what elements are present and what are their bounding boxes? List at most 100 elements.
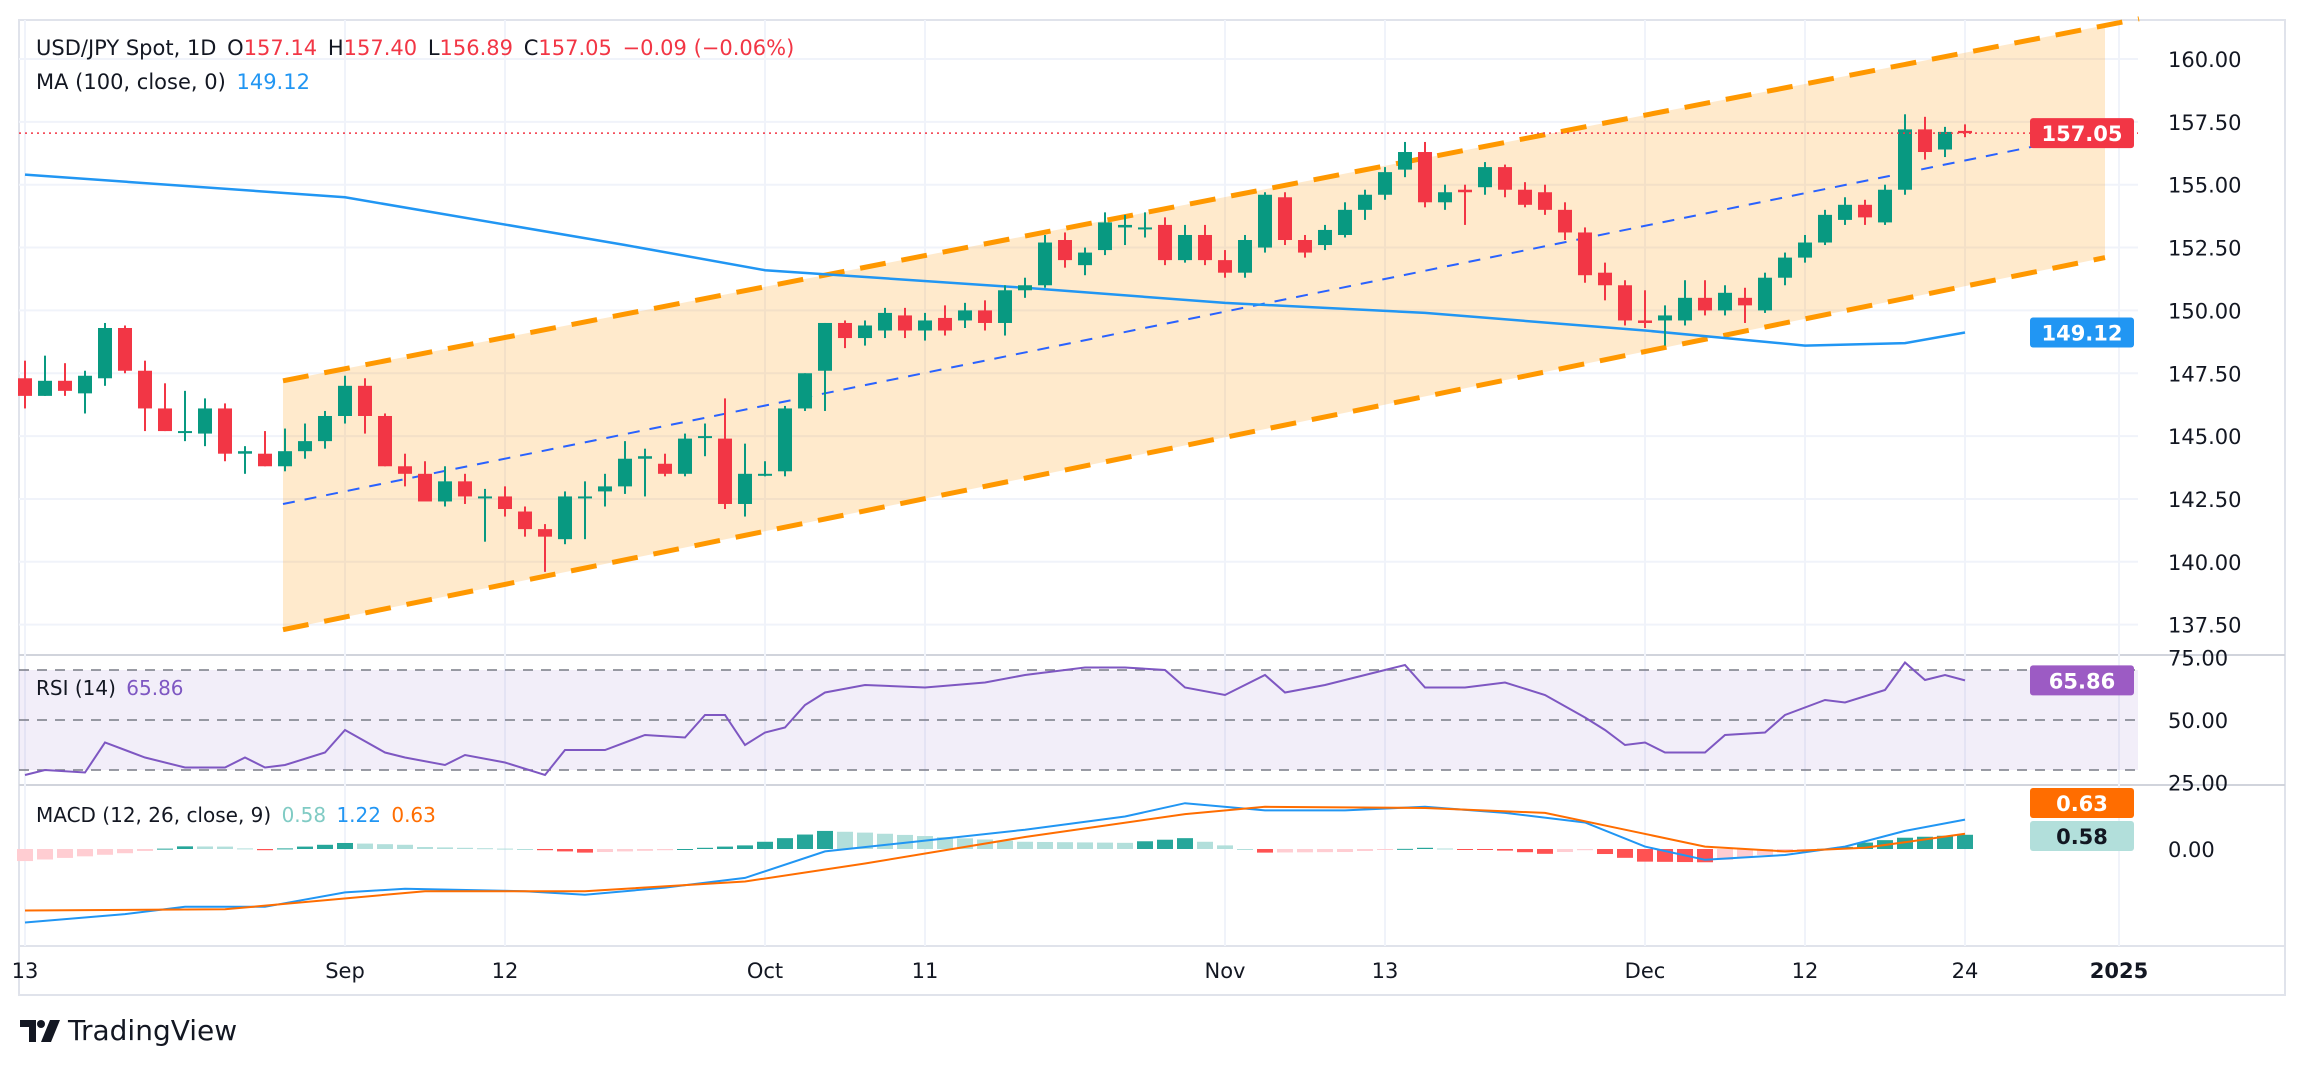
macd-histogram-bar (1557, 849, 1573, 853)
macd-histogram-bar (817, 830, 833, 849)
macd-histogram-bar (1617, 849, 1633, 858)
macd-histogram-bar (1957, 834, 1973, 849)
candle (1018, 277, 1032, 298)
candle (898, 307, 912, 339)
rsi-value-tag: 65.86 (2049, 669, 2115, 693)
macd-hist-value: 0.58 (281, 803, 327, 827)
candle-body (1518, 189, 1532, 205)
candle (458, 473, 472, 504)
candle (918, 312, 932, 341)
time-tick-label: 2025 (2090, 959, 2148, 983)
candle-body (1598, 272, 1612, 286)
candle (78, 370, 92, 414)
candle (518, 506, 532, 537)
macd-histogram-bar (1377, 849, 1393, 850)
candle-body (1338, 209, 1352, 235)
ma-value: 149.12 (236, 70, 310, 94)
macd-histogram-bar (1457, 849, 1473, 850)
rsi-tick-label: 75.00 (2168, 647, 2228, 671)
macd-signal-value: 0.63 (391, 803, 436, 827)
macd-histogram-bar (397, 844, 413, 849)
candle-body (418, 473, 432, 502)
macd-histogram-bar (1257, 849, 1273, 853)
macd-histogram-bar (1197, 841, 1213, 849)
candle (498, 486, 512, 517)
candle (598, 473, 612, 507)
time-tick-label: Oct (747, 959, 783, 983)
macd-histogram-bar (997, 840, 1013, 849)
candle (1598, 262, 1612, 301)
candle (1218, 250, 1232, 278)
candle-body (478, 496, 492, 499)
candle (878, 307, 892, 339)
macd-histogram-bar (877, 833, 893, 849)
macd-histogram-bar (37, 849, 53, 860)
tradingview-logo[interactable]: TradingView (20, 1014, 237, 1047)
macd-histogram-bar (237, 848, 253, 850)
macd-histogram-bar (1277, 849, 1293, 853)
channel-upper-line (282, 16, 2140, 384)
candle (1378, 167, 1392, 200)
candle (98, 322, 112, 386)
candle (318, 410, 332, 449)
candle (1198, 224, 1212, 266)
candle-body (998, 290, 1012, 323)
candle (158, 383, 172, 432)
macd-histogram-bar (1897, 837, 1913, 849)
candle-body (638, 456, 652, 459)
candle-body (158, 408, 172, 432)
macd-histogram-bar (137, 849, 153, 851)
candle (718, 398, 732, 510)
candle-body (758, 473, 772, 476)
macd-histogram-bar (217, 846, 233, 849)
high-label: H (327, 36, 344, 60)
candle (1858, 199, 1872, 225)
candle-body (1878, 189, 1892, 223)
time-tick-label: 24 (1952, 959, 1979, 983)
candle (1358, 189, 1372, 220)
macd-histogram-bar (1637, 849, 1653, 862)
candle-body (618, 458, 632, 487)
macd-histogram-bar (1737, 849, 1753, 858)
candle (858, 320, 872, 346)
candle-body (1098, 222, 1112, 251)
chart-frame (18, 19, 2286, 996)
macd-histogram-bar (1077, 842, 1093, 849)
candle-body (1018, 285, 1032, 291)
candle-body (1378, 172, 1392, 195)
candle-body (798, 373, 812, 409)
candle (978, 300, 992, 331)
macd-histogram-bar (1157, 839, 1173, 849)
candle (778, 405, 792, 477)
candle (138, 360, 152, 432)
candle (1778, 252, 1792, 286)
candle-body (718, 438, 732, 504)
candle-body (898, 315, 912, 331)
macd-histogram-bar (577, 849, 593, 853)
macd-histogram-bar (797, 834, 813, 849)
candle-body (1058, 240, 1072, 261)
macd-histogram-bar (1937, 835, 1953, 849)
candle-body (1938, 131, 1952, 150)
macd-histogram-bar (617, 849, 633, 852)
ma-price-tag-bg (2030, 317, 2134, 348)
rsi-tick-label: 25.00 (2168, 772, 2228, 796)
candle-body (1538, 192, 1552, 210)
candle-body (1038, 242, 1052, 286)
candle-body (1198, 234, 1212, 261)
macd-histogram-bar (1857, 842, 1873, 849)
macd-histogram-bar (1717, 849, 1733, 860)
candle (1498, 164, 1512, 198)
change-value: −0.09 (−0.06%) (622, 36, 795, 60)
candle (1298, 234, 1312, 258)
macd-histogram-bar (1017, 841, 1033, 849)
candle (1118, 214, 1132, 246)
macd-histogram-bar (1477, 849, 1493, 850)
candle-body (1138, 227, 1152, 230)
candle-body (1578, 232, 1592, 276)
candle-body (878, 312, 892, 331)
macd-histogram-bar (177, 846, 193, 849)
macd-histogram-bar (1397, 848, 1413, 850)
candle-body (438, 481, 452, 502)
